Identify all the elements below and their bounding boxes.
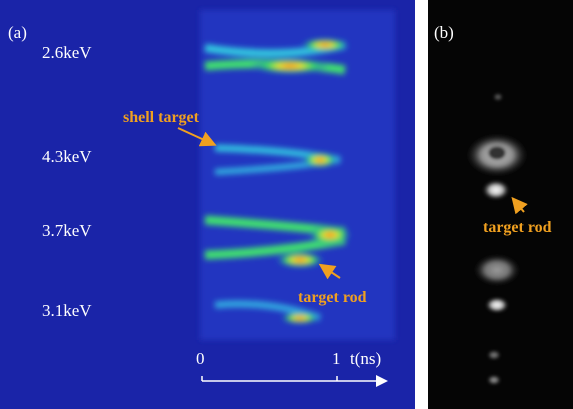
panel-label: (a) <box>8 23 27 42</box>
energy-label: 3.7keV <box>42 221 92 240</box>
panel-b-bg <box>428 0 573 409</box>
annotation: shell target <box>123 109 200 126</box>
time-label: 0 <box>196 349 205 368</box>
page: (a) 2.6keV 4.3keV 3.7keV 3.1keV shell ta… <box>0 0 573 409</box>
time-unit: t(ns) <box>350 349 381 368</box>
annotation: target rod <box>483 219 552 236</box>
figure: (a) 2.6keV 4.3keV 3.7keV 3.1keV shell ta… <box>0 0 573 409</box>
panel-label: (b) <box>434 23 454 42</box>
energy-label: 4.3keV <box>42 147 92 166</box>
energy-label: 3.1keV <box>42 301 92 320</box>
energy-label: 2.6keV <box>42 43 92 62</box>
time-label: 1 <box>332 349 341 368</box>
annotation: target rod <box>298 289 367 306</box>
